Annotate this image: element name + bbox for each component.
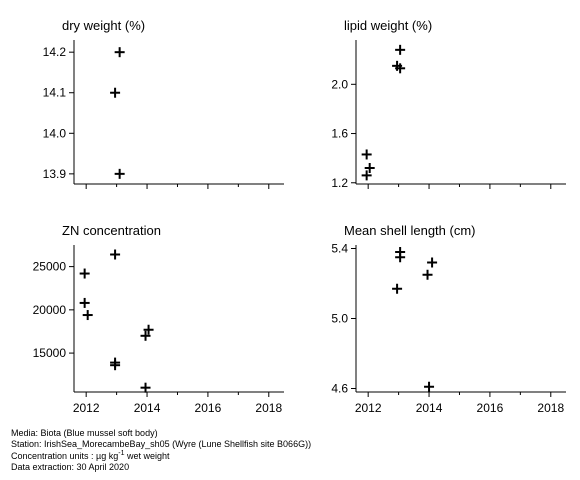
y-tick-label: 14.1 xyxy=(43,86,67,100)
data-point-marker xyxy=(395,252,406,263)
x-tick-label: 2016 xyxy=(477,401,504,415)
footer-units: Concentration units : µg kg-1 wet weight xyxy=(11,449,311,462)
y-tick-label: 20000 xyxy=(33,303,67,317)
data-point-marker xyxy=(364,163,375,173)
footer-units-prefix: Concentration units : µg kg xyxy=(11,451,119,461)
data-point-marker xyxy=(392,283,403,294)
x-tick-label: 2014 xyxy=(134,401,161,415)
footer-media: Media: Biota (Blue mussel soft body) xyxy=(11,428,158,438)
panel-title: Mean shell length (cm) xyxy=(344,223,476,238)
data-point-marker xyxy=(395,63,406,74)
data-point-marker xyxy=(140,382,151,393)
data-point-marker xyxy=(79,297,90,308)
panel-4: Mean shell length (cm) 4.6 5.0 5.4 2012 2014 2… xyxy=(331,223,566,415)
data-point-marker xyxy=(110,87,121,98)
data-point-marker xyxy=(361,170,372,181)
data-point-marker xyxy=(427,257,438,268)
data-point-marker xyxy=(361,149,372,160)
y-tick-label: 14.0 xyxy=(43,126,67,140)
footer-station: Station: IrishSea_MorecambeBay_sh05 (Wyr… xyxy=(11,438,312,449)
y-tick-label: 1.2 xyxy=(331,176,348,190)
footer-units-suffix: wet weight xyxy=(124,451,170,461)
data-point-marker xyxy=(143,324,154,335)
x-tick-label: 2016 xyxy=(195,401,222,415)
data-point-marker xyxy=(422,269,433,280)
y-tick-label: 2.0 xyxy=(331,77,348,91)
footer-extraction: Data extraction: 30 April 2020 xyxy=(11,461,130,472)
data-point-marker xyxy=(114,47,125,58)
y-tick-label: 5.4 xyxy=(331,242,348,256)
panel-2: lipid weight (%) 1.2 1.6 2.0 xyxy=(331,18,566,190)
data-point-marker xyxy=(110,360,121,371)
panel-1: dry weight (%) 13.9 14.0 14.1 14.2 xyxy=(43,18,284,189)
x-tick-label: 2012 xyxy=(355,401,382,415)
data-point-marker xyxy=(114,168,125,179)
x-tick-label: 2018 xyxy=(255,401,282,415)
panel-title: ZN concentration xyxy=(62,223,161,238)
panel-3: ZN concentration 15000 20000 25000 2012 2014 2… xyxy=(33,223,284,415)
data-point-marker xyxy=(110,249,121,260)
x-tick-label: 2018 xyxy=(537,401,564,415)
x-tick-label: 2012 xyxy=(73,401,100,415)
y-tick-label: 13.9 xyxy=(43,167,67,181)
footer-units-exponent: -1 xyxy=(118,450,125,457)
data-point-marker xyxy=(82,310,93,321)
data-point-marker xyxy=(395,44,406,55)
y-tick-label: 4.6 xyxy=(331,382,348,396)
panel-title: lipid weight (%) xyxy=(344,18,432,33)
y-tick-label: 25000 xyxy=(33,260,67,274)
y-tick-label: 1.6 xyxy=(331,127,348,141)
footer-notes: Media: Biota (Blue mussel soft body) Sta… xyxy=(11,428,311,472)
x-tick-label: 2014 xyxy=(416,401,443,415)
y-tick-label: 14.2 xyxy=(43,45,67,59)
y-tick-label: 5.0 xyxy=(331,312,348,326)
data-point-marker xyxy=(79,268,90,279)
y-tick-label: 15000 xyxy=(33,346,67,360)
panel-title: dry weight (%) xyxy=(62,18,145,33)
data-point-marker xyxy=(140,330,151,341)
data-point-marker xyxy=(424,381,435,392)
